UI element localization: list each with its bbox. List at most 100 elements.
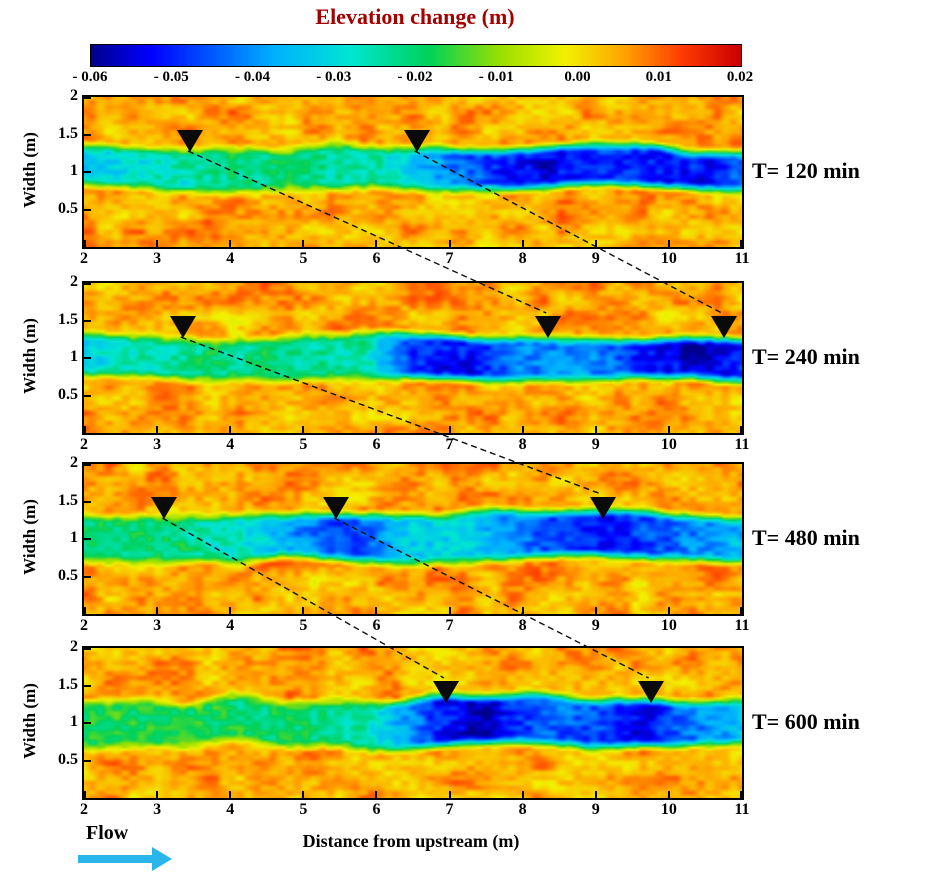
x-tick-mark <box>594 607 597 614</box>
x-tick-label: 10 <box>660 801 677 818</box>
heatmap-panel-3: 2 3 4 5 6 7 8 9 10 11 2 1.5 1 0.5 <box>58 638 750 818</box>
x-tick-mark <box>375 240 378 247</box>
x-tick-mark <box>448 240 451 247</box>
x-tick-mark <box>302 240 305 247</box>
x-tick-mark <box>156 791 159 798</box>
x-tick-label: 7 <box>445 801 454 818</box>
x-tick-label: 9 <box>591 801 600 818</box>
x-tick-mark <box>667 791 670 798</box>
y-tick-mark <box>84 648 91 650</box>
y-tick-mark <box>84 97 91 99</box>
x-tick-mark <box>375 426 378 433</box>
x-tick-mark <box>302 791 305 798</box>
x-tick-label: 2 <box>80 801 88 818</box>
y-tick-label: 2 <box>70 454 78 471</box>
x-tick-mark <box>521 240 524 247</box>
y-axis-title: Width (m) <box>20 499 39 575</box>
colorbar-tick-label: 0.01 <box>645 69 672 85</box>
x-tick-label: 9 <box>591 617 600 634</box>
x-tick-mark <box>375 607 378 614</box>
x-tick-label: 3 <box>153 617 162 634</box>
x-tick-label: 4 <box>226 617 235 634</box>
y-tick-mark <box>84 538 91 540</box>
y-tick-label: 1.5 <box>58 491 78 509</box>
x-tick-mark <box>740 240 742 247</box>
y-tick-mark <box>84 575 91 578</box>
y-tick-label: 1 <box>70 348 78 365</box>
flow-arrow-icon <box>78 855 152 863</box>
marker-triangle <box>323 497 350 519</box>
time-label-0: T= 120 min <box>752 158 860 183</box>
x-tick-mark <box>156 607 159 614</box>
colorbar-tick-label: - 0.06 <box>72 69 108 85</box>
marker-triangle <box>169 316 196 338</box>
heatmap-panel-1: 2 3 4 5 6 7 8 9 10 11 2 1.5 1 0.5 <box>58 273 750 453</box>
x-tick-label: 2 <box>80 617 88 634</box>
y-tick-mark <box>84 759 91 762</box>
x-tick-label: 3 <box>153 436 162 453</box>
x-tick-label: 4 <box>226 801 235 818</box>
y-tick-label: 0.5 <box>58 750 78 768</box>
x-tick-mark <box>302 426 305 433</box>
x-tick-label: 7 <box>445 250 454 267</box>
y-axis-title: Width (m) <box>20 683 39 759</box>
x-tick-mark <box>302 607 305 614</box>
x-tick-label: 5 <box>299 617 308 634</box>
y-tick-mark <box>84 283 91 285</box>
x-tick-label: 4 <box>226 250 235 267</box>
y-tick-label: 1.5 <box>58 675 78 693</box>
colorbar-tick-label: - 0.01 <box>478 69 514 85</box>
colorbar-tick-label: - 0.04 <box>235 69 270 85</box>
x-tick-label: 6 <box>372 436 381 453</box>
x-tick-mark <box>229 791 232 798</box>
colorbar-title: Elevation change (m) <box>315 4 515 29</box>
y-tick-mark <box>84 684 91 687</box>
heatmap-canvas-2 <box>84 464 742 614</box>
x-tick-label: 10 <box>660 436 677 453</box>
marker-triangle <box>151 497 178 519</box>
x-tick-mark <box>156 240 159 247</box>
flow-label: Flow <box>86 822 129 844</box>
colorbar-tick-label: 0.00 <box>564 69 591 85</box>
y-axis-title: Width (m) <box>20 132 39 208</box>
colorbar-tick-labels: - 0.06 - 0.05 - 0.04 - 0.03 - 0.02 - 0.01 0.00… <box>73 69 754 87</box>
x-tick-label: 8 <box>518 617 527 634</box>
x-tick-label: 10 <box>660 617 677 634</box>
x-tick-label: 9 <box>591 436 600 453</box>
x-tick-mark <box>521 791 524 798</box>
x-tick-mark <box>667 426 670 433</box>
x-tick-label: 5 <box>299 801 308 818</box>
x-tick-mark <box>740 426 742 433</box>
marker-triangle <box>177 130 203 152</box>
y-tick-label: 2 <box>70 87 78 104</box>
x-tick-mark <box>594 240 597 247</box>
y-tick-label: 0.5 <box>58 385 78 403</box>
x-tick-label: 6 <box>372 801 381 818</box>
x-tick-mark <box>521 426 524 433</box>
time-label-1: T= 240 min <box>752 344 860 369</box>
x-tick-label: 5 <box>299 436 308 453</box>
y-tick-label: 2 <box>70 273 78 290</box>
x-tick-mark <box>84 240 86 247</box>
time-label-3: T= 600 min <box>752 709 860 734</box>
colorbar-tick-label: 0.02 <box>726 69 754 85</box>
y-tick-label: 2 <box>70 638 78 655</box>
x-tick-label: 2 <box>80 436 88 453</box>
marker-triangle <box>432 681 459 703</box>
y-tick-mark <box>84 133 91 136</box>
x-tick-mark <box>448 426 451 433</box>
heatmap-canvas-1 <box>84 283 742 433</box>
marker-triangle <box>637 681 664 703</box>
heatmap-canvas-3 <box>84 648 742 798</box>
x-tick-label: 9 <box>591 250 600 267</box>
x-tick-mark <box>521 607 524 614</box>
x-tick-mark <box>84 607 86 614</box>
colorbar-tick-label: - 0.02 <box>397 69 433 85</box>
x-tick-label: 8 <box>518 436 527 453</box>
heatmap-panel-2: 2 3 4 5 6 7 8 9 10 11 2 1.5 1 0.5 <box>58 454 750 634</box>
y-tick-label: 1 <box>70 529 78 546</box>
x-axis-title: Distance from upstream (m) <box>302 831 520 851</box>
x-tick-mark <box>156 426 159 433</box>
y-tick-mark <box>84 394 91 397</box>
